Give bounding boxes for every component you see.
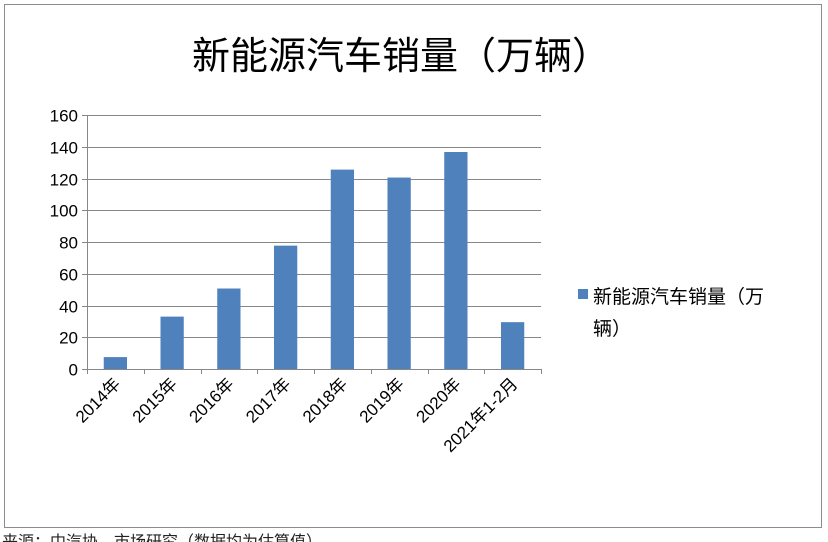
y-tick-label: 60 [59,266,78,285]
caption-strip: 来源：中汽协、市场研究（数据均为估算值） [0,532,828,542]
bar [160,316,184,369]
y-tick-label: 100 [50,202,78,221]
y-tick-label: 80 [59,234,78,253]
legend-label-line-2: 辆） [593,318,631,340]
legend-label-line-1: 新能源汽车销量（万 [593,286,764,308]
bar [273,245,298,369]
axes [82,115,542,374]
bar [103,357,128,369]
x-tick-label: 2017年 [242,374,294,426]
y-tick-label: 120 [50,171,78,190]
y-tick-label: 0 [69,361,78,380]
bars [103,151,525,369]
x-tick-label: 2020年 [412,374,464,426]
chart-frame: 新能源汽车销量（万辆） 0 20 40 60 80 100 120 140 160 2014年 2… [4,4,822,528]
y-tick-label: 160 [50,107,78,126]
source-caption: 来源：中汽协、市场研究（数据均为估算值） [2,532,323,542]
x-tick-label: 2016年 [185,374,237,426]
x-tick-label: 2019年 [356,374,408,426]
x-tick-label: 2014年 [72,374,124,426]
bar [217,288,241,369]
bar [330,169,355,369]
chart-title: 新能源汽车销量（万辆） [192,34,610,78]
grid-lines [87,115,541,338]
bar [387,177,411,369]
x-tick-label: 2018年 [299,374,351,426]
legend-swatch [578,289,588,299]
y-tick-labels: 0 20 40 60 80 100 120 140 160 [50,107,78,380]
bar [500,322,525,369]
y-tick-label: 140 [50,139,78,158]
bar [444,151,468,369]
y-tick-label: 40 [59,298,78,317]
x-tick-labels: 2014年 2015年 2016年 2017年 2018年 2019年 2020年2021年… [72,374,521,456]
legend: 新能源汽车销量（万 辆） [578,286,764,340]
x-tick-label: 2015年 [129,374,181,426]
y-tick-label: 20 [59,329,78,348]
